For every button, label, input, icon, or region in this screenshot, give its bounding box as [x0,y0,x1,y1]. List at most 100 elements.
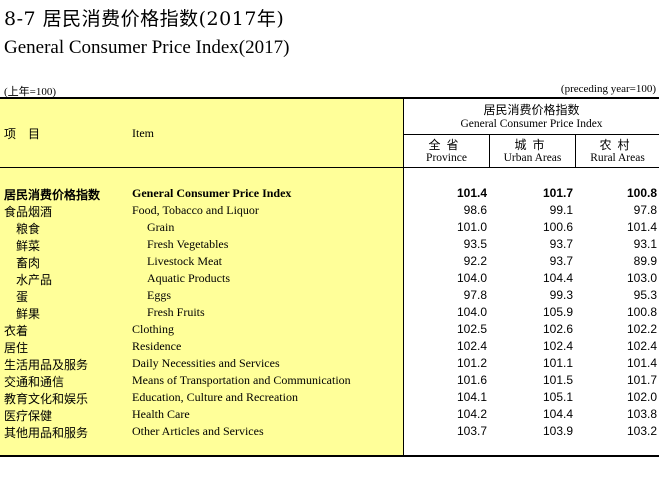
value-province: 101.0 [456,220,487,234]
value-rural: 101.4 [626,220,657,234]
value-province: 101.6 [456,373,487,387]
value-province: 98.6 [463,203,487,217]
row-label-chinese: 食品烟酒 [4,205,53,219]
row-label-english: Eggs [147,288,171,302]
value-province: 92.2 [463,254,487,268]
value-province: 104.2 [456,407,487,421]
row-label-chinese: 教育文化和娱乐 [4,392,89,406]
table-row: 教育文化和娱乐 Education, Culture and Recreation… [0,389,659,406]
table-row: 蛋 Eggs 97.8 99.3 95.3 [0,287,659,304]
header-item-english: Item [132,126,154,140]
table-row: 水产品 Aquatic Products 104.0 104.4 103.0 [0,270,659,287]
row-label-english: Health Care [132,407,190,421]
base-note-english: (preceding year=100) [560,83,656,95]
row-label-chinese: 居民消费价格指数 [4,188,101,202]
header-urban-english: Urban Areas [503,152,562,164]
value-urban: 102.4 [542,339,573,353]
header-group-chinese: 居民消费价格指数 [483,103,580,117]
row-label-chinese: 畜肉 [16,256,41,270]
value-urban: 103.9 [542,424,573,438]
value-province: 102.5 [456,322,487,336]
value-province: 97.8 [463,288,487,302]
header-rural-english: Rural Areas [590,152,645,164]
value-rural: 100.8 [626,186,657,200]
base-note-chinese: (上年=100) [4,86,57,98]
value-urban: 101.5 [542,373,573,387]
value-rural: 97.8 [633,203,657,217]
top-rule [0,97,659,99]
subcolumn-divider-2 [575,134,576,167]
row-label-chinese: 医疗保健 [4,409,53,423]
value-province: 93.5 [463,237,487,251]
table-row: 衣着 Clothing 102.5 102.6 102.2 [0,321,659,338]
row-label-english: Aquatic Products [147,271,230,285]
subcolumn-divider-1 [489,134,490,167]
value-rural: 103.0 [626,271,657,285]
row-label-english: Education, Culture and Recreation [132,390,298,404]
header-group-english: General Consumer Price Index [460,118,603,130]
group-header-rule [404,134,659,135]
value-province: 102.4 [456,339,487,353]
row-label-chinese: 鲜菜 [16,239,41,253]
row-label-chinese: 居住 [4,341,29,355]
value-urban: 105.1 [542,390,573,404]
item-column-background [0,99,403,455]
value-urban: 93.7 [549,254,573,268]
value-urban: 99.1 [549,203,573,217]
row-label-chinese: 衣着 [4,324,29,338]
value-rural: 101.4 [626,356,657,370]
table-row: 食品烟酒 Food, Tobacco and Liquor 98.6 99.1 97.8 [0,202,659,219]
value-rural: 103.8 [626,407,657,421]
value-province: 103.7 [456,424,487,438]
value-province: 104.0 [456,305,487,319]
value-urban: 99.3 [549,288,573,302]
row-label-chinese: 粮食 [16,222,41,236]
value-rural: 93.1 [633,237,657,251]
table-row: 粮食 Grain 101.0 100.6 101.4 [0,219,659,236]
row-label-english: Means of Transportation and Communicatio… [132,373,351,387]
table-row: 畜肉 Livestock Meat 92.2 93.7 89.9 [0,253,659,270]
table-row: 居住 Residence 102.4 102.4 102.4 [0,338,659,355]
value-urban: 101.1 [542,356,573,370]
row-label-chinese: 鲜果 [16,307,41,321]
value-province: 101.4 [456,186,487,200]
table-title-english: General Consumer Price Index(2017) [4,37,290,58]
bottom-rule [0,455,659,457]
header-rural-chinese: 农村 [599,138,636,152]
value-rural: 101.7 [626,373,657,387]
row-label-english: Fresh Fruits [147,305,205,319]
value-urban: 104.4 [542,407,573,421]
row-label-english: Food, Tobacco and Liquor [132,203,259,217]
value-urban: 105.9 [542,305,573,319]
table-row: 居民消费价格指数 General Consumer Price Index 101.… [0,185,659,202]
table-row: 鲜菜 Fresh Vegetables 93.5 93.7 93.1 [0,236,659,253]
header-urban-chinese: 城市 [514,138,551,152]
value-rural: 102.4 [626,339,657,353]
table-row: 医疗保健 Health Care 104.2 104.4 103.8 [0,406,659,423]
header-province-english: Province [426,152,467,164]
row-label-english: General Consumer Price Index [132,186,292,200]
value-rural: 95.3 [633,288,657,302]
row-label-english: Livestock Meat [147,254,222,268]
table-row: 鲜果 Fresh Fruits 104.0 105.9 100.8 [0,304,659,321]
row-label-chinese: 水产品 [16,273,53,287]
row-label-english: Residence [132,339,182,353]
row-label-english: Grain [147,220,175,234]
header-province-chinese: 全省 [428,138,465,152]
value-rural: 89.9 [633,254,657,268]
row-label-chinese: 其他用品和服务 [4,426,89,440]
row-label-chinese: 蛋 [16,290,29,304]
table-row: 交通和通信 Means of Transportation and Communi… [0,372,659,389]
value-province: 104.1 [456,390,487,404]
row-label-chinese: 交通和通信 [4,375,65,389]
row-label-chinese: 生活用品及服务 [4,358,89,372]
table-row: 其他用品和服务 Other Articles and Services 103.7 1… [0,423,659,440]
value-urban: 101.7 [542,186,573,200]
value-urban: 100.6 [542,220,573,234]
column-divider [403,99,404,455]
row-label-english: Other Articles and Services [132,424,264,438]
value-province: 101.2 [456,356,487,370]
row-label-english: Clothing [132,322,175,336]
value-province: 104.0 [456,271,487,285]
value-urban: 93.7 [549,237,573,251]
